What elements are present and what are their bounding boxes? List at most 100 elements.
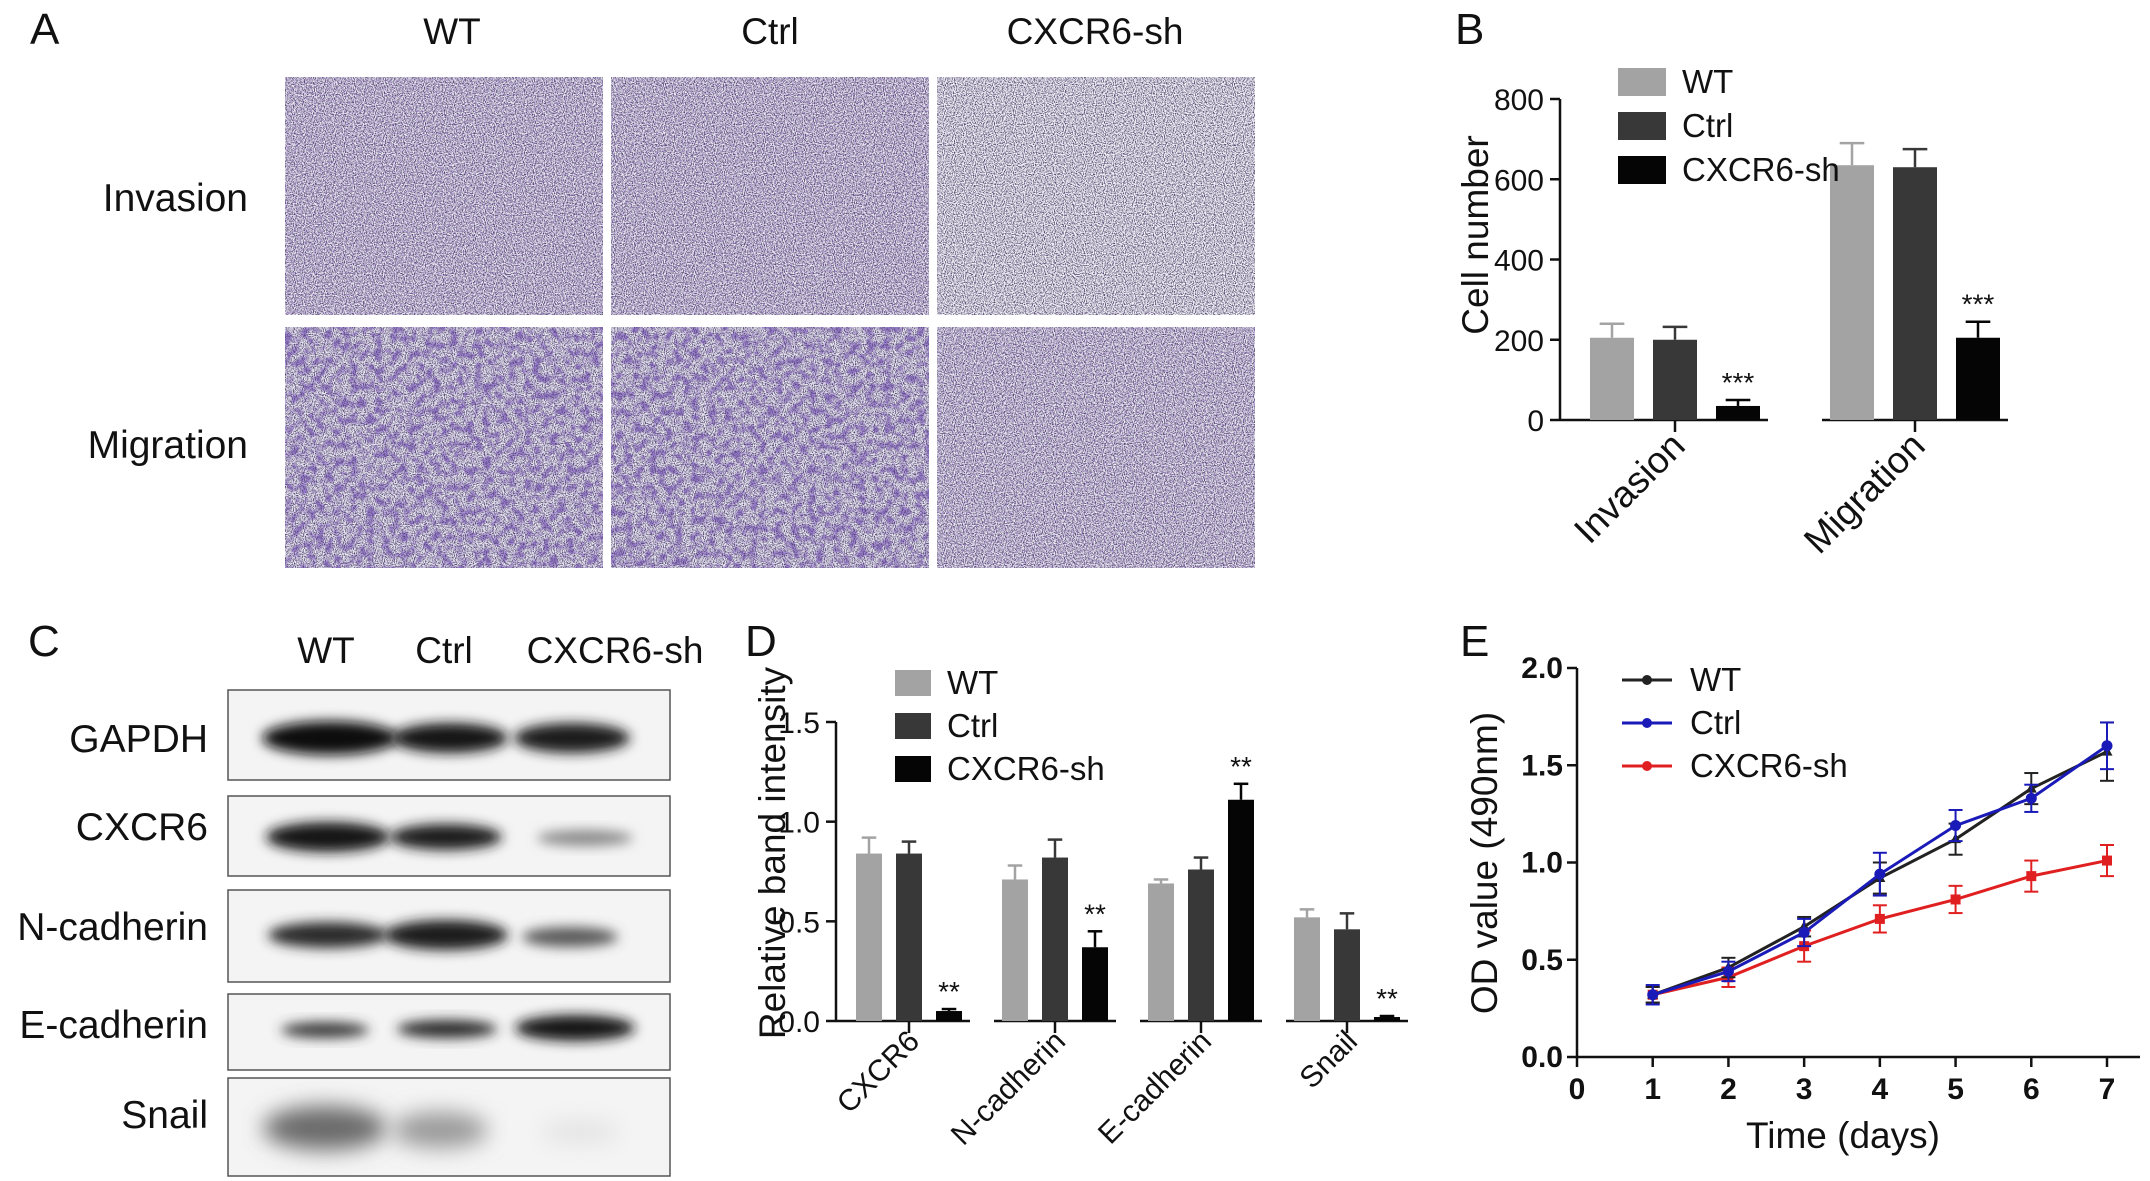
d-bar-wt-snail <box>1294 917 1320 1021</box>
b-bar-wt-migration <box>1830 165 1874 420</box>
panel-a: A WT Ctrl CXCR6-sh Invasion Migration <box>30 5 1255 568</box>
blot-cxcr6 <box>227 795 671 877</box>
e-x-tick-label: 6 <box>2023 1073 2040 1106</box>
d-bar-ctrl-e-cadherin <box>1188 869 1214 1021</box>
e-y-tick-label: 0.0 <box>1521 1041 1563 1074</box>
d-legend-swatch-ctrl <box>895 713 931 739</box>
e-y-tick-label: 0.5 <box>1521 944 1563 977</box>
d-legend-swatch-wt <box>895 670 931 696</box>
b-legend-label-cxcr6-sh: CXCR6-sh <box>1682 151 1840 188</box>
d-bar-cxcr6-sh-e-cadherin <box>1228 799 1254 1021</box>
b-category-label-migration: Migration <box>1796 425 1933 562</box>
e-point-ctrl <box>1874 868 1886 880</box>
d-significance-snail: ** <box>1376 983 1398 1014</box>
micrograph-migration-cxcr6sh <box>937 327 1255 568</box>
e-y-tick-label: 2.0 <box>1521 652 1563 685</box>
b-y-tick-label: 400 <box>1494 245 1544 278</box>
col-label-cxcr6sh: CXCR6-sh <box>1007 11 1184 52</box>
panel-label-d: D <box>745 617 777 666</box>
row-label-invasion: Invasion <box>103 177 248 220</box>
d-category-label-cxcr6: CXCR6 <box>831 1025 926 1120</box>
panel-label-c: C <box>28 617 60 666</box>
e-x-tick-label: 7 <box>2099 1073 2116 1106</box>
blot-row-ecadherin: E-cadherin <box>19 1004 208 1047</box>
e-y-axis-label: OD value (490nm) <box>1464 712 1505 1014</box>
e-legend-marker-wt <box>1642 675 1652 685</box>
e-legend-marker-cxcr6-sh <box>1642 761 1652 771</box>
e-legend-marker-ctrl <box>1642 718 1652 728</box>
blot-col-wt: WT <box>297 630 355 671</box>
d-bar-cxcr6-sh-cxcr6 <box>936 1011 962 1021</box>
panel-e-chart: E OD value (490nm) Time (days) 0.0 0.5 1.0… <box>1460 617 2140 1156</box>
micrograph-migration-ctrl <box>611 327 929 568</box>
micrograph-invasion-cxcr6sh <box>937 77 1255 315</box>
e-x-tick-label: 5 <box>1947 1073 1964 1106</box>
micrograph-invasion-wt <box>285 77 603 315</box>
b-legend-swatch-ctrl <box>1618 112 1666 140</box>
d-legend-label-cxcr6-sh: CXCR6-sh <box>947 750 1105 787</box>
d-y-axis-label: Relative band intensity <box>752 666 793 1039</box>
d-y-tick-label: 0.5 <box>778 906 820 939</box>
blot-ncadherin <box>227 889 671 983</box>
d-legend-label-wt: WT <box>947 664 998 701</box>
d-bar-ctrl-n-cadherin <box>1042 857 1068 1021</box>
e-x-tick-label: 0 <box>1569 1073 1586 1106</box>
b-category-label-invasion: Invasion <box>1566 425 1692 551</box>
e-point-cxcr6-sh <box>1950 894 1961 905</box>
blot-col-ctrl: Ctrl <box>415 630 473 671</box>
b-bar-cxcr6-sh-migration <box>1956 337 2000 420</box>
e-point-cxcr6-sh <box>2102 855 2112 866</box>
d-category-label-n-cadherin: N-cadherin <box>945 1025 1072 1152</box>
d-y-tick-label: 1.0 <box>778 807 820 840</box>
e-point-cxcr6-sh <box>2026 871 2037 882</box>
d-category-label-snail: Snail <box>1293 1025 1364 1096</box>
micrograph-invasion-ctrl <box>611 77 929 315</box>
e-legend-label-ctrl: Ctrl <box>1690 704 1741 741</box>
e-x-axis-label: Time (days) <box>1746 1115 1940 1156</box>
b-bar-ctrl-invasion <box>1653 339 1697 420</box>
col-label-ctrl: Ctrl <box>741 11 799 52</box>
blot-row-ncadherin: N-cadherin <box>17 906 208 949</box>
panel-label-a: A <box>30 5 60 54</box>
b-significance-migration: *** <box>1962 289 1995 320</box>
b-plot-area: 0 200 400 600 800 Invasion *** Migration *** WT Ct… <box>1494 63 2008 561</box>
row-label-migration: Migration <box>88 424 248 467</box>
b-significance-invasion: *** <box>1722 367 1755 398</box>
d-category-label-e-cadherin: E-cadherin <box>1092 1025 1218 1151</box>
d-significance-n-cadherin: ** <box>1084 898 1106 929</box>
e-x-tick-label: 2 <box>1720 1073 1737 1106</box>
b-y-tick-label: 200 <box>1494 325 1544 358</box>
b-y-tick-label: 800 <box>1494 84 1544 117</box>
blot-ecadherin <box>227 993 671 1071</box>
blot-row-snail: Snail <box>121 1094 208 1137</box>
b-legend-swatch-cxcr6-sh <box>1618 156 1666 184</box>
panel-b-chart: B Cell number 0 200 400 600 800 Invasion *** Mi… <box>1455 5 2008 561</box>
d-significance-e-cadherin: ** <box>1230 751 1252 782</box>
e-legend-label-wt: WT <box>1690 661 1741 698</box>
micrograph-migration-wt <box>285 327 603 568</box>
blot-row-cxcr6: CXCR6 <box>76 806 208 849</box>
d-bar-wt-e-cadherin <box>1148 883 1174 1021</box>
e-point-ctrl <box>2101 740 2113 752</box>
d-y-tick-label: 1.5 <box>778 707 820 740</box>
b-legend-label-ctrl: Ctrl <box>1682 107 1733 144</box>
d-legend-label-ctrl: Ctrl <box>947 707 998 744</box>
e-point-ctrl <box>1950 820 1962 832</box>
panel-d-chart: D Relative band intensity 0.0 0.5 1.0 1.5 CX… <box>745 617 1408 1152</box>
blot-gapdh <box>227 689 671 781</box>
e-point-ctrl <box>2025 792 2037 804</box>
d-bar-wt-n-cadherin <box>1002 879 1028 1021</box>
col-label-wt: WT <box>423 11 481 52</box>
d-legend-swatch-cxcr6-sh <box>895 756 931 782</box>
panel-c: C WT Ctrl CXCR6-sh GAPDH CXCR6 N-cadheri… <box>17 617 703 1177</box>
d-bar-cxcr6-sh-snail <box>1374 1017 1400 1021</box>
d-bar-ctrl-snail <box>1334 929 1360 1021</box>
d-y-tick-label: 0.0 <box>778 1006 820 1039</box>
b-bar-wt-invasion <box>1590 337 1634 420</box>
b-y-axis-label: Cell number <box>1455 135 1496 334</box>
d-bar-cxcr6-sh-n-cadherin <box>1082 947 1108 1021</box>
blot-snail <box>227 1077 671 1177</box>
e-x-tick-label: 4 <box>1872 1073 1889 1106</box>
e-point-cxcr6-sh <box>1874 913 1885 924</box>
b-bar-ctrl-migration <box>1893 167 1937 420</box>
